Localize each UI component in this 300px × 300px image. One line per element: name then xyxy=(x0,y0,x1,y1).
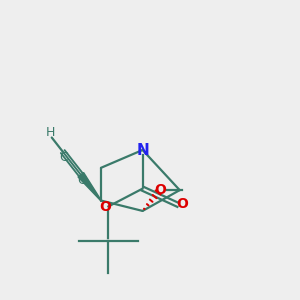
Text: N: N xyxy=(136,142,149,158)
Text: O: O xyxy=(176,197,188,211)
Text: O: O xyxy=(100,200,111,214)
Text: H: H xyxy=(46,126,55,139)
Text: O: O xyxy=(154,182,166,197)
Polygon shape xyxy=(78,172,101,201)
Text: C: C xyxy=(59,151,68,164)
Text: C: C xyxy=(78,174,86,187)
